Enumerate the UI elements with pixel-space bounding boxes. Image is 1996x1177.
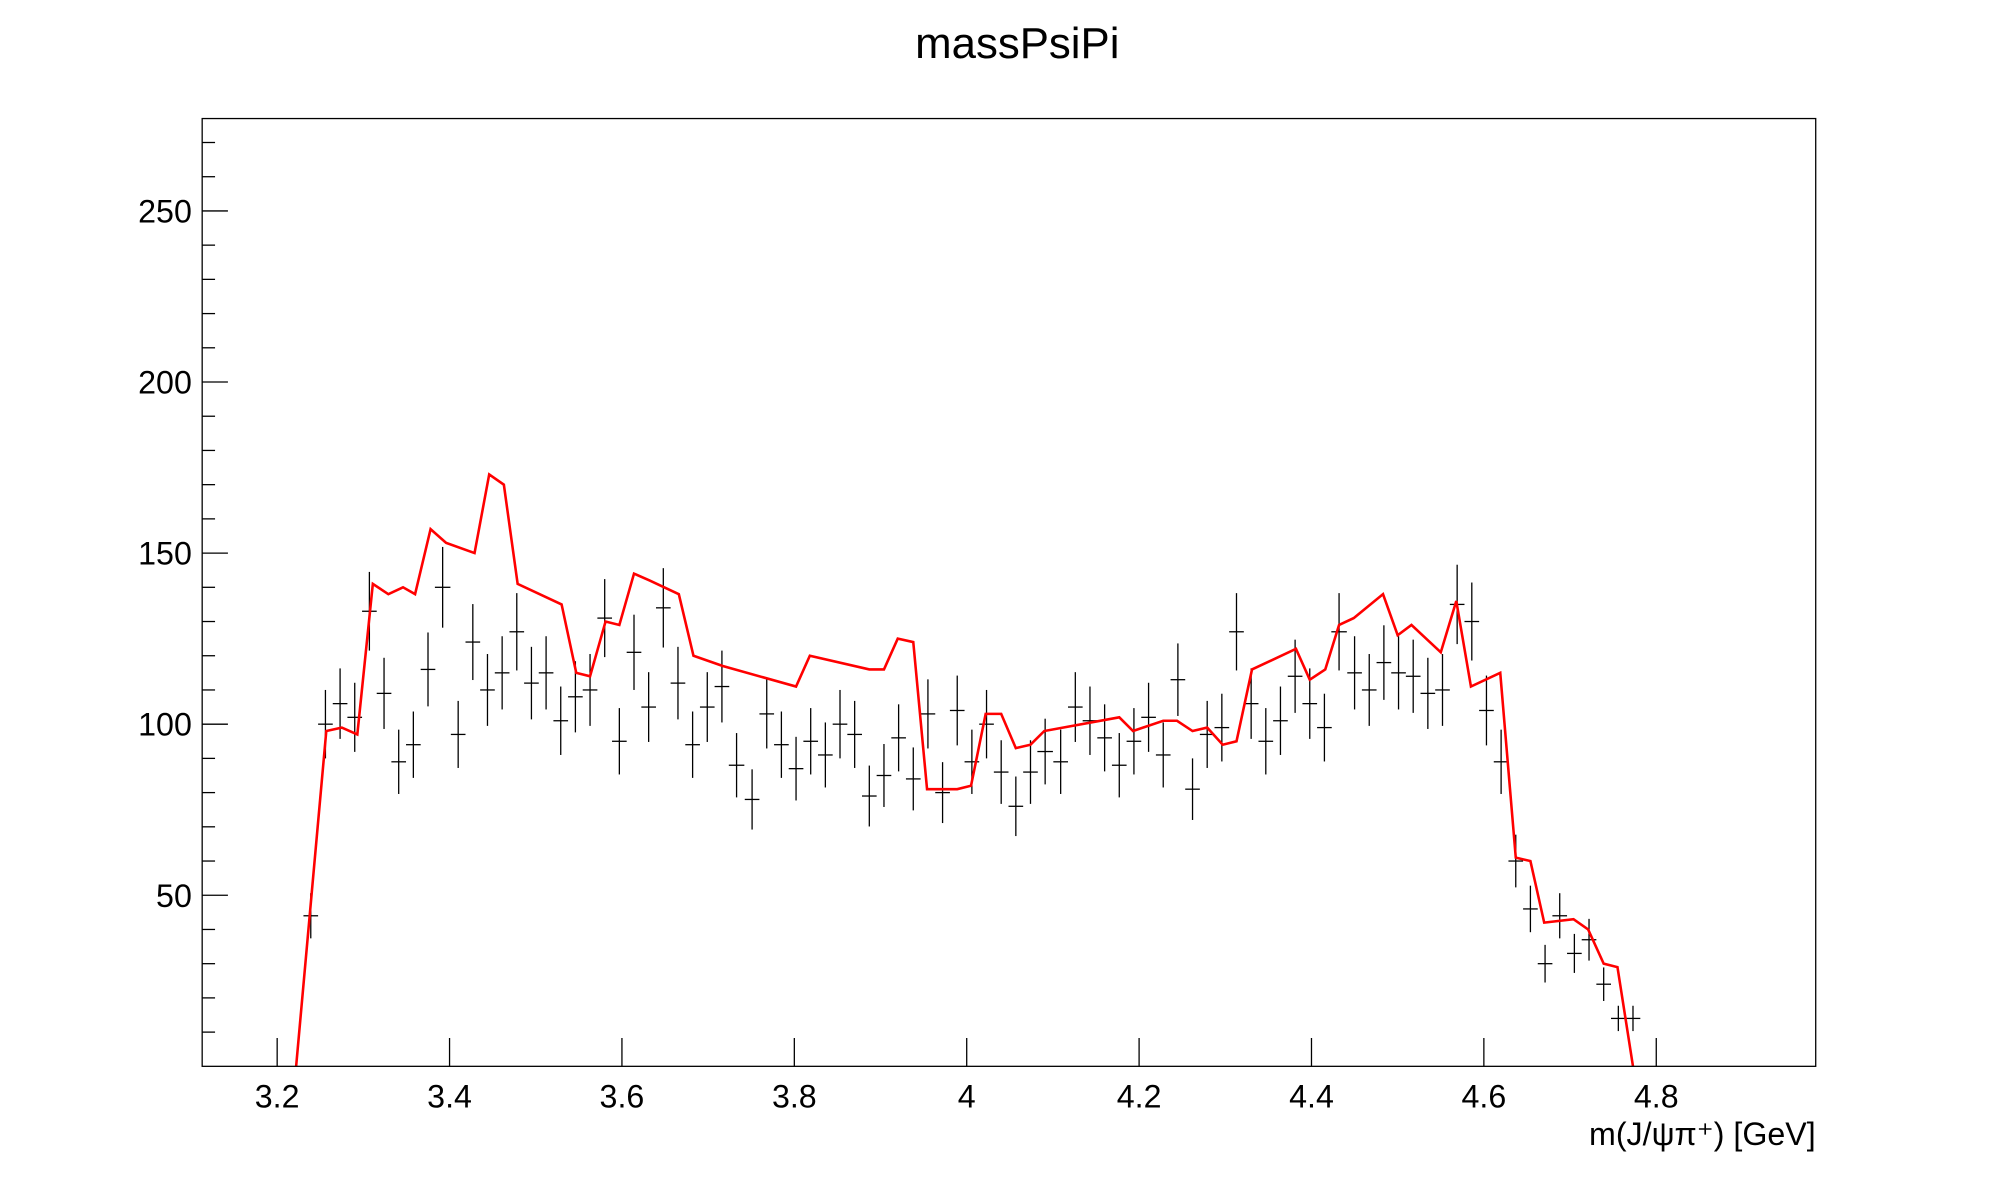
plot-frame [201,117,1817,1067]
y-tick-label: 200 [138,365,192,401]
x-tick-label: 4.6 [1461,1079,1506,1115]
y-tick-label: 250 [138,194,192,230]
x-tick-label: 4.4 [1289,1079,1334,1115]
x-axis-label: m(J/ψπ⁺) [GeV] [1589,1116,1816,1152]
y-tick-label: 150 [138,536,192,572]
x-tick-label: 3.8 [772,1079,817,1115]
x-tick-label: 3.2 [255,1079,300,1115]
x-tick-label: 3.4 [427,1079,472,1115]
plot-area: 50 100 150 200 250 3.2 3.4 3.6 3.8 4 4.2 4.4 4.6 4.8 [138,141,1679,1115]
model-curve [294,472,1635,1067]
x-tick-label: 4.2 [1117,1079,1162,1115]
x-tick-label: 4.8 [1634,1079,1679,1115]
y-tick-label: 50 [156,878,192,914]
y-tick-label: 100 [138,707,192,743]
x-tick-label: 3.6 [600,1079,645,1115]
x-tick-label: 4 [958,1079,976,1115]
chart-title: massPsiPi [915,19,1119,68]
